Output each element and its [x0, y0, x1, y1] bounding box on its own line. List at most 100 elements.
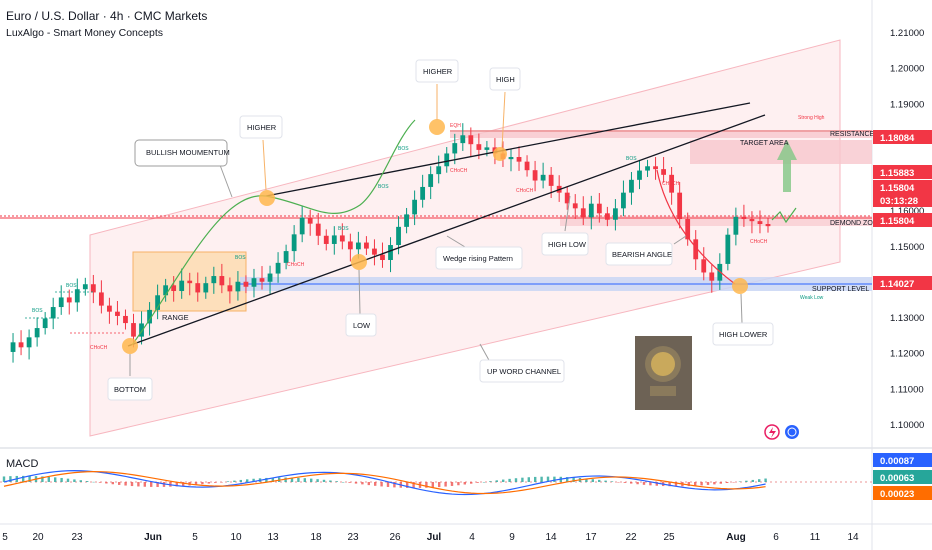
choch-label: CHoCH	[450, 168, 468, 174]
candle-body	[66, 297, 72, 303]
candle-body	[155, 295, 160, 310]
support-level-label: SUPPORT LEVEL	[812, 286, 869, 293]
macd-histogram-bar	[41, 476, 44, 482]
candle-body	[171, 285, 177, 292]
demond-zone-label: DEMOND ZONE	[830, 220, 883, 227]
resistance-area-label: RESISTANCE AREA	[830, 131, 895, 138]
globe-icon[interactable]	[785, 425, 799, 439]
price-label: 1.15804	[880, 216, 915, 227]
macd-histogram-bar	[642, 482, 646, 485]
connector-bullish	[219, 164, 233, 198]
macd-histogram-bar	[354, 482, 358, 484]
x-tick-label: Jun	[144, 532, 162, 543]
macd-histogram-bar	[745, 480, 748, 482]
bullish-momentum-label: BULLISH MOUMENTUM	[146, 148, 230, 157]
macd-histogram-bar	[527, 477, 530, 482]
candle-body	[123, 315, 128, 324]
macd-histogram-bar	[2, 476, 6, 482]
candle-body	[516, 157, 522, 162]
candle-body	[604, 213, 610, 220]
candle-body	[58, 297, 64, 308]
macd-histogram-bar	[194, 482, 198, 485]
macd-histogram-bar	[207, 482, 210, 484]
x-tick-label: 14	[847, 532, 859, 543]
macd-histogram-bar	[361, 482, 364, 485]
macd-histogram-bar	[450, 482, 454, 486]
candle-body	[468, 135, 474, 145]
candle-body	[235, 281, 241, 292]
bottom-box	[107, 377, 153, 401]
candle-body	[74, 289, 80, 303]
price-axis[interactable]: 1.210001.200001.190001.180001.170001.160…	[890, 28, 924, 431]
candle-body	[139, 323, 144, 337]
bos-label: BOS	[338, 226, 349, 232]
candle-body	[26, 337, 32, 348]
high-lower-marker	[732, 278, 748, 294]
macd-histogram-bar	[751, 479, 754, 482]
bullish-momentum-box	[134, 139, 228, 167]
y-tick-label: 1.11000	[890, 384, 924, 395]
x-tick-label: 13	[267, 532, 279, 543]
macd-title: MACD	[6, 458, 38, 470]
candle-body	[757, 221, 763, 225]
candle-body	[645, 166, 650, 171]
x-tick-label: 22	[625, 532, 637, 543]
candle-body	[179, 280, 185, 292]
candle-body	[661, 169, 666, 175]
bearish-curve	[656, 169, 736, 285]
candle-body	[444, 153, 450, 167]
macd-histogram-bar	[9, 476, 12, 482]
wedge-box	[435, 246, 523, 270]
candle-body	[548, 174, 554, 186]
time-axis[interactable]: 5 20 23 Jun 5 10 13 18 23 26 Jul 4 9 14 17 22 25 Aug 6 11 14	[2, 532, 859, 543]
macd-value-label: 0.00087	[880, 456, 914, 467]
high-lower-box	[712, 322, 774, 346]
candle-body	[621, 192, 626, 209]
macd-histogram-bar	[265, 477, 268, 482]
macd-histogram-bar	[470, 482, 473, 484]
macd-histogram-bar	[431, 482, 434, 488]
up-channel	[89, 39, 841, 437]
macd-histogram-bar	[636, 482, 639, 485]
candle-body	[693, 239, 699, 260]
candle-body	[629, 179, 634, 193]
macd-histogram-bar	[342, 481, 345, 483]
macd-histogram-bar	[610, 481, 614, 482]
macd-histogram-bar	[54, 477, 57, 482]
choch-label: CHoCH	[662, 181, 680, 187]
channel-box	[479, 359, 565, 383]
macd-histogram-bar	[335, 481, 338, 482]
candle-body	[709, 272, 715, 281]
higher-label-1: HIGHER	[247, 123, 277, 132]
candle-body	[90, 284, 96, 293]
candle-body	[147, 309, 152, 324]
macd-histogram-bar	[502, 479, 505, 482]
globe-icon-inner	[787, 427, 797, 437]
range-label: RANGE	[162, 313, 189, 322]
bos-label: BOS	[626, 156, 637, 162]
macd-histogram-bar	[623, 482, 626, 483]
bottom-marker	[122, 338, 138, 354]
candle-body	[388, 245, 393, 261]
candle-body	[163, 285, 169, 296]
target-area-label: TARGET AREA	[740, 140, 789, 147]
price-label: 1.14027	[880, 279, 914, 290]
candle-body	[733, 216, 739, 235]
candle-body	[267, 273, 273, 282]
macd-histogram-bar	[73, 479, 76, 482]
macd-histogram-bar	[124, 482, 127, 486]
price-label-bg	[873, 165, 932, 179]
candle-body	[82, 284, 88, 290]
candle-body	[580, 208, 586, 218]
candle-body	[701, 259, 707, 273]
wedge-lower-line	[127, 114, 766, 347]
x-tick-label: 9	[509, 532, 515, 543]
x-tick-label: Aug	[726, 532, 745, 543]
macd-histogram-bar	[585, 478, 588, 482]
candle-body	[540, 174, 546, 181]
bullish-curve	[131, 119, 416, 346]
wedge-upper-line	[265, 102, 751, 197]
low-marker	[351, 254, 367, 270]
candle-body	[685, 219, 691, 240]
